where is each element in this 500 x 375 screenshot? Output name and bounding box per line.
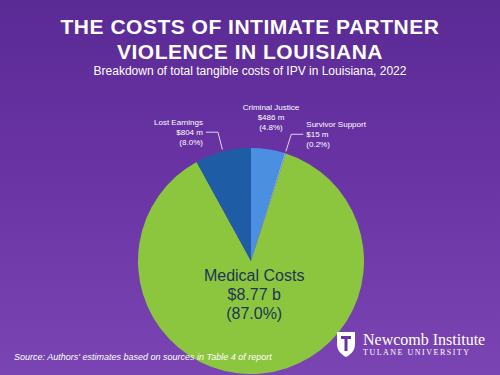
html-text:TULANE UNIVERSITY: TULANE UNIVERSITY (363, 347, 471, 357)
svg-text:Medical Costs: Medical Costs (204, 267, 304, 284)
svg-text:$486 m: $486 m (258, 113, 285, 122)
svg-text:$8.77 b: $8.77 b (227, 286, 280, 303)
svg-text:(87.0%): (87.0%) (226, 305, 282, 322)
svg-text:Criminal Justice: Criminal Justice (243, 103, 300, 112)
html-text:Breakdown of total tangible co: Breakdown of total tangible costs of IPV… (93, 64, 407, 78)
svg-text:Survivor Support: Survivor Support (306, 120, 366, 129)
svg-text:$804 m: $804 m (176, 128, 203, 137)
html-text:Source: Authors' estimates bas: Source: Authors' estimates based on sour… (14, 352, 272, 362)
svg-text:$15 m: $15 m (306, 130, 329, 139)
svg-text:(8.0%): (8.0%) (179, 138, 203, 147)
svg-text:Lost Earnings: Lost Earnings (154, 118, 203, 127)
html-text:Newcomb Institute: Newcomb Institute (363, 330, 486, 348)
html-text:THE COSTS OF INTIMATE PARTNER: THE COSTS OF INTIMATE PARTNER VIOLENCE I… (60, 15, 440, 63)
svg-text:(4.8%): (4.8%) (259, 123, 283, 132)
svg-text:(0.2%): (0.2%) (306, 140, 330, 149)
